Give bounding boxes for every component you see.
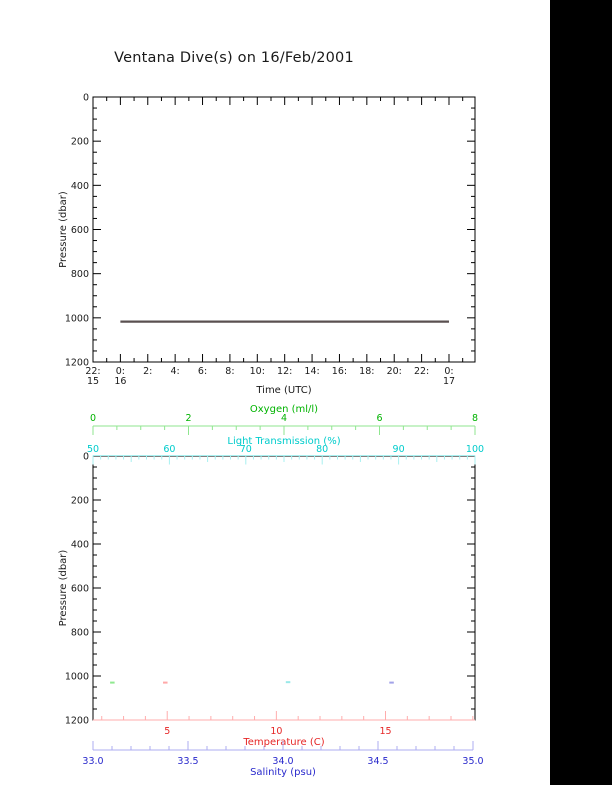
transmission-data-point (285, 681, 291, 684)
oxygen-axis-title: Oxygen (ml/l) (250, 404, 318, 415)
plot1-xtick-hour: 4: (171, 366, 180, 377)
plot2-ytick-label: 1000 (65, 672, 89, 683)
salinity-tick-label: 35.0 (462, 756, 483, 767)
transmission-tick-label: 70 (240, 444, 252, 455)
salinity-tick-label: 34.0 (272, 756, 293, 767)
transmission-axis-title: Light Transmission (%) (227, 436, 340, 447)
oxygen-tick-label: 8 (472, 413, 478, 424)
temperature-data-point (163, 681, 168, 684)
plot1-xtick-hour: 10: (250, 366, 265, 377)
plot1-xtick-hour: 0: (116, 366, 125, 377)
figure-title: Ventana Dive(s) on 16/Feb/2001 (114, 50, 354, 66)
oxygen-tick-label: 2 (185, 413, 191, 424)
plot1-xtick-hour: 8: (225, 366, 234, 377)
plot2-ytick-label: 1200 (65, 716, 89, 727)
transmission-tick-label: 100 (466, 444, 484, 455)
plot1-xtick-hour: 20: (387, 366, 402, 377)
salinity-tick-label: 34.5 (367, 756, 388, 767)
plot1-xtick-hour: 14: (304, 366, 319, 377)
plot2-ytick-label: 800 (71, 628, 89, 639)
salinity-data-point (389, 681, 394, 684)
plot1-xtick-hour: 12: (277, 366, 292, 377)
plot1-xtick-hour: 18: (359, 366, 374, 377)
plot1-xtick-hour: 22: (85, 366, 100, 377)
plot1-ytick-label: 400 (71, 181, 89, 192)
temperature-tick-label: 5 (164, 726, 170, 737)
right-black-bar (550, 0, 612, 785)
transmission-tick-label: 60 (163, 444, 175, 455)
plot1-xtick-hour: 16: (332, 366, 347, 377)
plot2-frame (92, 455, 476, 721)
plot1-ytick-label: 800 (71, 269, 89, 280)
plot1-xtick-day: 15 (87, 376, 99, 387)
plot1-xtick-hour: 0: (444, 366, 453, 377)
plot1-ytick-label: 1000 (65, 313, 89, 324)
plot2-ylabel: Pressure (dbar) (58, 550, 69, 627)
temperature-tick-label: 15 (379, 726, 391, 737)
transmission-tick-label: 50 (87, 444, 99, 455)
oxygen-tick-label: 6 (376, 413, 382, 424)
plot1-xtick-day: 16 (114, 376, 126, 387)
salinity-tick-label: 33.0 (82, 756, 103, 767)
plot1-xtick-hour: 22: (414, 366, 429, 377)
oxygen-tick-label: 4 (281, 413, 287, 424)
transmission-tick-label: 90 (393, 444, 405, 455)
plot1-xlabel: Time (UTC) (255, 385, 311, 396)
transmission-tick-label: 80 (316, 444, 328, 455)
plot2-ytick-label: 600 (71, 584, 89, 595)
oxygen-data-point (110, 681, 115, 684)
salinity-axis-title: Salinity (psu) (250, 767, 316, 778)
plot1-ylabel: Pressure (dbar) (58, 191, 69, 268)
temperature-axis-title: Temperature (C) (242, 737, 324, 748)
plot1-xtick-hour: 6: (198, 366, 207, 377)
plot1-xtick-hour: 2: (143, 366, 152, 377)
salinity-tick-label: 33.5 (177, 756, 198, 767)
plot1-xtick-day: 17 (443, 376, 455, 387)
plot2-ytick-label: 0 (83, 452, 89, 463)
plot1-ytick-label: 600 (71, 225, 89, 236)
plot2-ytick-label: 200 (71, 496, 89, 507)
plot1-ytick-label: 1200 (65, 358, 89, 369)
oxygen-tick-label: 0 (90, 413, 96, 424)
plot1-ytick-label: 200 (71, 137, 89, 148)
plot1-ytick-label: 0 (83, 93, 89, 104)
temperature-tick-label: 10 (270, 726, 282, 737)
plot2-ytick-label: 400 (71, 540, 89, 551)
